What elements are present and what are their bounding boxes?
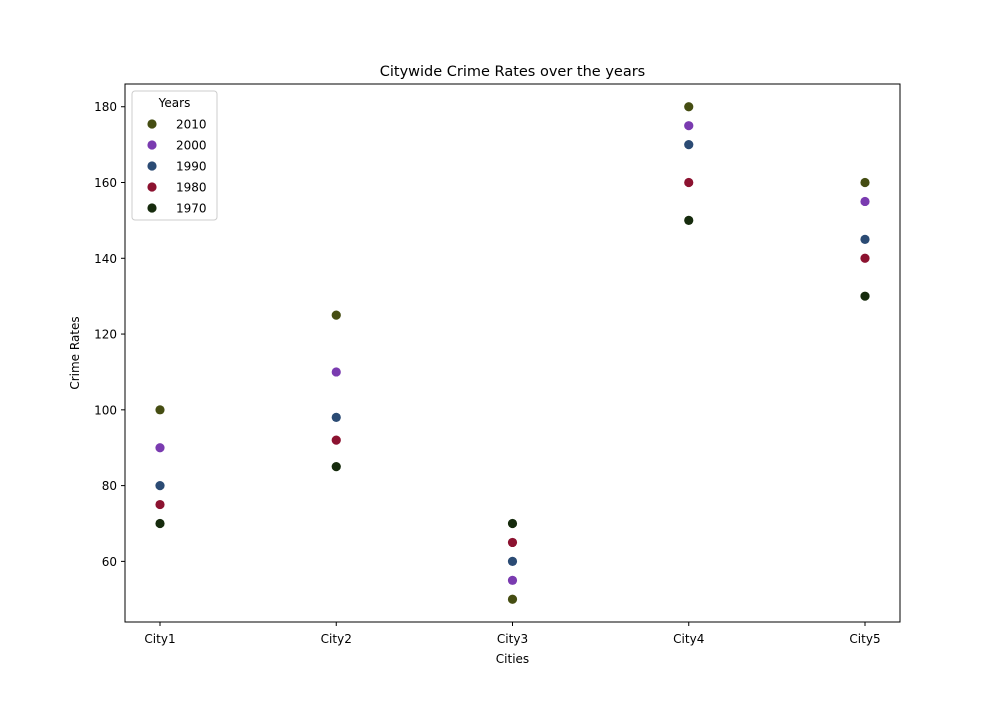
point-1990-city4 [684, 140, 694, 150]
point-1970-city3 [507, 518, 518, 529]
point-1980-city1 [155, 499, 165, 510]
point-2010-city1 [155, 405, 165, 415]
legend-label-1980: 1980 [176, 181, 207, 195]
point-1990-city5 [860, 234, 870, 244]
legend-marker-1980 [147, 182, 157, 192]
point-2000-city1 [155, 443, 165, 453]
x-tick-label: City4 [673, 632, 704, 646]
point-2010-city2 [331, 310, 341, 320]
point-2000-city4 [684, 121, 694, 131]
point-1970-city5 [860, 291, 870, 301]
x-tick-label: City5 [849, 632, 880, 646]
point-1970-city4 [684, 215, 694, 225]
legend-label-2010: 2010 [176, 118, 207, 132]
point-2010-city3 [507, 594, 518, 604]
point-1990-city1 [155, 481, 165, 491]
point-2000-city5 [860, 196, 870, 207]
point-2010-city5 [860, 177, 870, 188]
y-tick-label: 160 [94, 176, 117, 190]
legend-marker-2000 [147, 140, 157, 150]
x-tick-label: City1 [144, 632, 175, 646]
x-axis-label: Cities [496, 652, 529, 666]
y-axis-label: Crime Rates [68, 316, 82, 389]
x-axis-ticks: City1 City2 City3 City4 City5 [144, 622, 881, 646]
legend: Years 2010 2000 1990 1980 1970 [131, 90, 218, 221]
legend-marker-1990 [147, 161, 157, 171]
point-1990-city2 [331, 412, 341, 423]
point-1980-city3 [507, 537, 518, 548]
y-tick-label: 80 [102, 479, 117, 493]
point-1980-city5 [860, 253, 870, 263]
legend-marker-2010 [147, 119, 157, 129]
chart-title: Citywide Crime Rates over the years [380, 64, 645, 80]
point-1990-city3 [507, 556, 518, 566]
legend-label-2000: 2000 [176, 139, 207, 153]
point-1980-city4 [684, 177, 694, 188]
point-1970-city2 [331, 462, 341, 472]
y-tick-label: 140 [94, 252, 117, 266]
y-axis-ticks: 60 80 100 120 140 160 180 [94, 100, 125, 569]
x-tick-label: City2 [321, 632, 352, 646]
legend-marker-1970 [147, 203, 157, 213]
point-2000-city3 [507, 575, 518, 585]
legend-title: Years [158, 96, 191, 110]
y-tick-label: 100 [94, 403, 117, 417]
y-tick-label: 120 [94, 328, 117, 342]
plot-frame [124, 83, 901, 623]
point-1980-city2 [331, 435, 341, 445]
point-2000-city2 [331, 367, 341, 377]
point-1970-city1 [155, 518, 165, 529]
data-points [155, 102, 870, 604]
x-tick-label: City3 [497, 632, 528, 646]
y-tick-label: 180 [94, 100, 117, 114]
legend-label-1970: 1970 [176, 202, 207, 216]
y-tick-label: 60 [102, 555, 117, 569]
legend-label-1990: 1990 [176, 160, 207, 174]
point-2010-city4 [684, 102, 694, 112]
